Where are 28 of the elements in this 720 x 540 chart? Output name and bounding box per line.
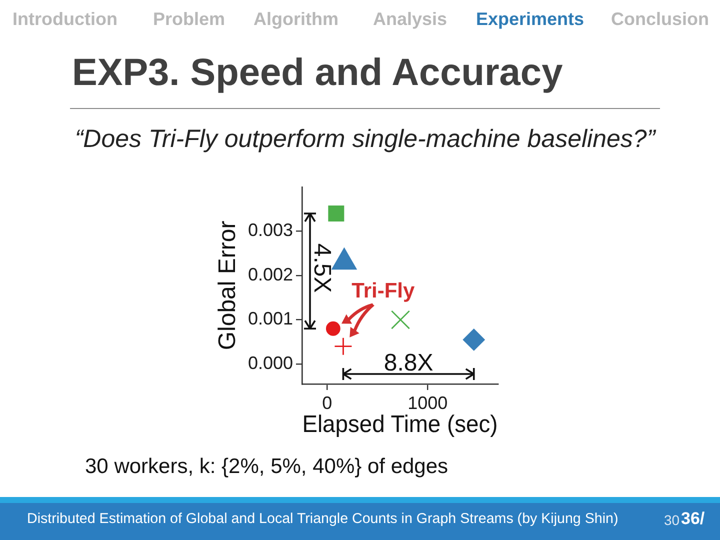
x-tick-label: 1000 (408, 392, 448, 413)
text: Experiments (476, 9, 584, 30)
y-axis-title: Global Error (214, 220, 242, 350)
text: 36/ (681, 509, 705, 529)
point (326, 321, 340, 336)
annotation: Tri-Fly (352, 279, 415, 302)
text: Problem (152, 9, 226, 30)
y-tick-label: 0.001 (248, 308, 293, 329)
chart-subtitle: “Does Tri-Fly outperform single-machine baselines?” (74, 125, 656, 154)
text: 30 workers, k: {2%, 5%, 40%} of edges (85, 455, 448, 480)
point (334, 337, 352, 356)
text: Introduction (12, 9, 118, 30)
text: Conclusion (611, 9, 709, 30)
text: 30 (664, 512, 680, 528)
annotation: 8.8X (384, 350, 434, 377)
x-axis-title: Elapsed Time (sec) (302, 410, 498, 438)
y-tick-label: 0.002 (248, 264, 293, 284)
point (462, 328, 485, 351)
text: Distributed Estimation of Global and Local Triangle Counts in Graph Streams (by Kijung Shin) (27, 511, 618, 528)
x-tick-label: 0 (322, 392, 332, 413)
point (328, 205, 344, 222)
point (390, 310, 410, 330)
y-tick-label: 0.000 (248, 353, 293, 374)
annotation: 4.5X (308, 243, 336, 293)
text: Analysis (372, 9, 448, 30)
chart-title: EXP3. Speed and Accuracy (72, 52, 563, 96)
y-tick-label: 0.003 (248, 220, 293, 240)
text: Algorithm (254, 9, 338, 30)
